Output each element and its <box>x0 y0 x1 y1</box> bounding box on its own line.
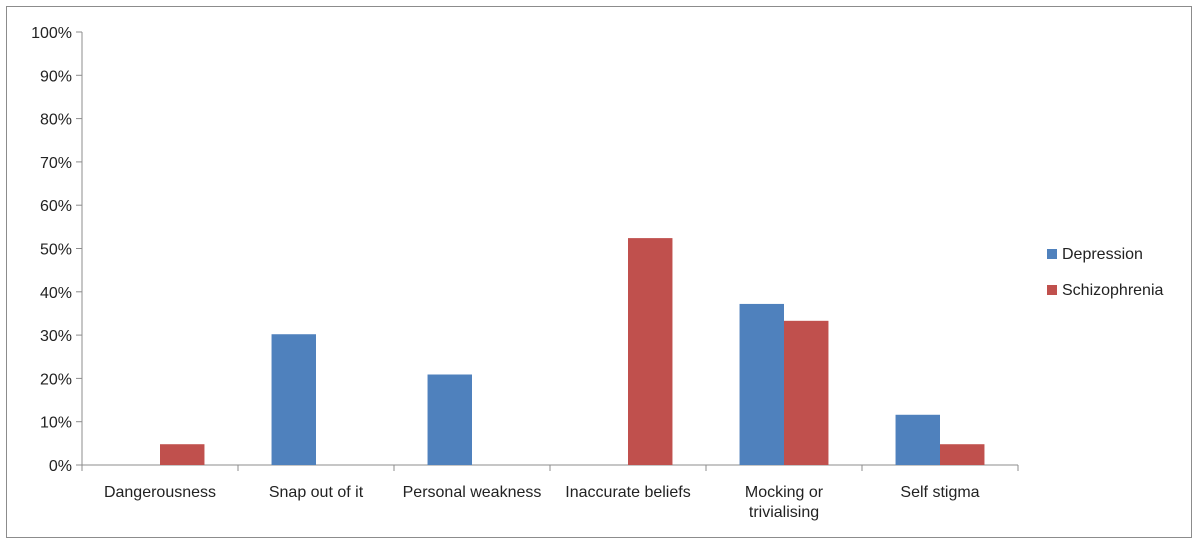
category-label-line: Personal weakness <box>403 484 542 501</box>
category-label: Mocking or trivialising <box>745 484 824 521</box>
bar-schizophrenia-4 <box>784 320 829 465</box>
bar-depression-1 <box>271 334 316 465</box>
category-label: Snap out of it <box>269 484 364 501</box>
bar-depression-5 <box>895 414 940 465</box>
legend: Depression Schizophrenia <box>1047 246 1164 299</box>
category-label: Dangerousness <box>104 484 216 501</box>
y-tick-label: 10% <box>40 415 72 432</box>
legend-swatch-depression <box>1047 249 1057 259</box>
category-label-line: trivialising <box>749 504 819 521</box>
category-label-line: Self stigma <box>900 484 979 501</box>
y-tick-label: 80% <box>40 112 72 129</box>
bar-depression-2 <box>427 374 472 465</box>
legend-label-schizophrenia: Schizophrenia <box>1062 282 1164 299</box>
bar-depression-4 <box>739 303 784 465</box>
y-axis: 0% 10% 20% 30% 40% 50% 60% 70% 80% 90% 100% <box>31 25 83 475</box>
category-label-line: Inaccurate beliefs <box>565 484 690 501</box>
bar-schizophrenia-0 <box>160 444 205 465</box>
bar-schizophrenia-3 <box>628 238 673 465</box>
y-tick-label: 40% <box>40 285 72 302</box>
y-tick-label: 90% <box>40 68 72 85</box>
x-axis: Dangerousness Snap out of it Personal weak… <box>81 464 1019 521</box>
legend-label-depression: Depression <box>1062 246 1143 263</box>
bar-chart: 0% 10% 20% 30% 40% 50% 60% 70% 80% 90% 100% Danger… <box>31 25 1164 521</box>
category-label: Inaccurate beliefs <box>565 484 690 501</box>
y-tick-label: 30% <box>40 328 72 345</box>
chart-frame: 0% 10% 20% 30% 40% 50% 60% 70% 80% 90% 100% Danger… <box>6 6 1192 538</box>
bars <box>160 238 985 465</box>
category-label-line: Dangerousness <box>104 484 216 501</box>
y-tick-label: 70% <box>40 155 72 172</box>
category-label: Self stigma <box>900 484 979 501</box>
bar-schizophrenia-5 <box>940 444 985 465</box>
category-label-line: Snap out of it <box>269 484 364 501</box>
category-label-line: Mocking or <box>745 484 824 501</box>
y-tick-label: 60% <box>40 198 72 215</box>
y-tick-label: 20% <box>40 371 72 388</box>
y-tick-label: 100% <box>31 25 72 42</box>
legend-swatch-schizophrenia <box>1047 285 1057 295</box>
category-label: Personal weakness <box>403 484 542 501</box>
y-tick-label: 50% <box>40 242 72 259</box>
y-tick-label: 0% <box>49 458 72 475</box>
